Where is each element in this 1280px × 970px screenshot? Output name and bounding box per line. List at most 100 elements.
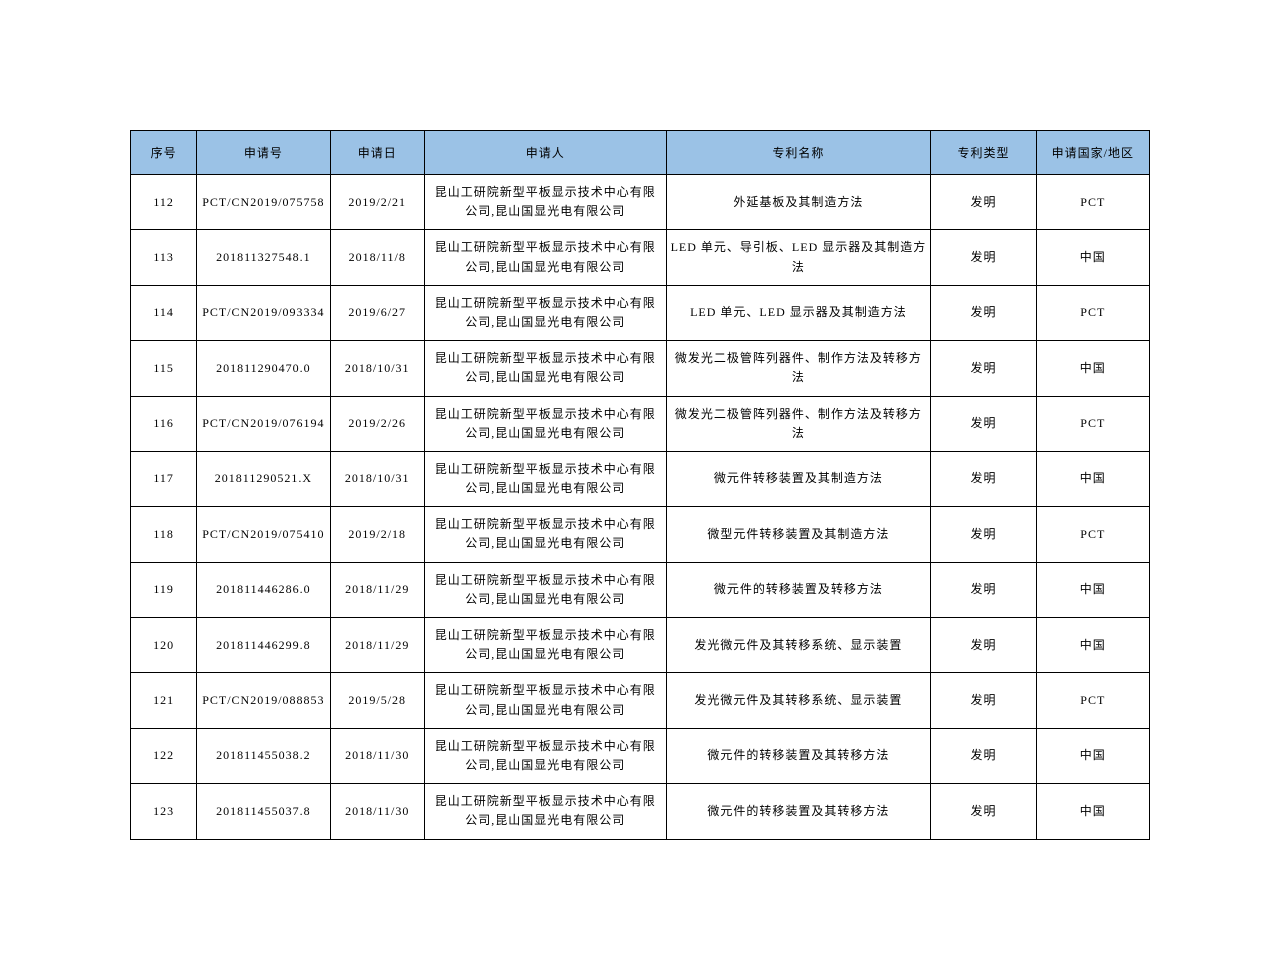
cell-appno: 201811455038.2 [197,728,330,783]
cell-type: 发明 [931,618,1036,673]
cell-type: 发明 [931,673,1036,728]
cell-type: 发明 [931,507,1036,562]
table-row: 122201811455038.22018/11/30昆山工研院新型平板显示技术… [131,728,1150,783]
cell-date: 2019/6/27 [330,285,424,340]
cell-seq: 116 [131,396,197,451]
cell-seq: 121 [131,673,197,728]
cell-applicant: 昆山工研院新型平板显示技术中心有限公司,昆山国显光电有限公司 [424,784,666,839]
cell-applicant: 昆山工研院新型平板显示技术中心有限公司,昆山国显光电有限公司 [424,285,666,340]
cell-country: PCT [1036,396,1149,451]
header-applicant: 申请人 [424,131,666,175]
cell-date: 2019/2/18 [330,507,424,562]
cell-appno: PCT/CN2019/075758 [197,175,330,230]
cell-appno: 201811290521.X [197,451,330,506]
header-type: 专利类型 [931,131,1036,175]
cell-applicant: 昆山工研院新型平板显示技术中心有限公司,昆山国显光电有限公司 [424,451,666,506]
cell-country: 中国 [1036,562,1149,617]
cell-type: 发明 [931,451,1036,506]
cell-country: PCT [1036,285,1149,340]
cell-applicant: 昆山工研院新型平板显示技术中心有限公司,昆山国显光电有限公司 [424,396,666,451]
cell-date: 2018/11/8 [330,230,424,285]
cell-date: 2018/10/31 [330,341,424,396]
table-row: 117201811290521.X2018/10/31昆山工研院新型平板显示技术… [131,451,1150,506]
header-date: 申请日 [330,131,424,175]
table-body: 112PCT/CN2019/0757582019/2/21昆山工研院新型平板显示… [131,175,1150,840]
cell-seq: 115 [131,341,197,396]
table-row: 114PCT/CN2019/0933342019/6/27昆山工研院新型平板显示… [131,285,1150,340]
cell-country: 中国 [1036,341,1149,396]
cell-country: PCT [1036,673,1149,728]
header-appno: 申请号 [197,131,330,175]
cell-applicant: 昆山工研院新型平板显示技术中心有限公司,昆山国显光电有限公司 [424,618,666,673]
cell-name: LED 单元、导引板、LED 显示器及其制造方法 [666,230,931,285]
header-seq: 序号 [131,131,197,175]
cell-appno: PCT/CN2019/076194 [197,396,330,451]
cell-country: PCT [1036,175,1149,230]
cell-seq: 113 [131,230,197,285]
cell-seq: 117 [131,451,197,506]
table-row: 113201811327548.12018/11/8昆山工研院新型平板显示技术中… [131,230,1150,285]
cell-name: 外延基板及其制造方法 [666,175,931,230]
cell-type: 发明 [931,784,1036,839]
cell-appno: PCT/CN2019/093334 [197,285,330,340]
cell-applicant: 昆山工研院新型平板显示技术中心有限公司,昆山国显光电有限公司 [424,673,666,728]
patent-table: 序号 申请号 申请日 申请人 专利名称 专利类型 申请国家/地区 112PCT/… [130,130,1150,840]
cell-applicant: 昆山工研院新型平板显示技术中心有限公司,昆山国显光电有限公司 [424,341,666,396]
cell-seq: 118 [131,507,197,562]
cell-type: 发明 [931,285,1036,340]
cell-country: 中国 [1036,618,1149,673]
cell-seq: 114 [131,285,197,340]
cell-name: 微型元件转移装置及其制造方法 [666,507,931,562]
cell-seq: 123 [131,784,197,839]
cell-name: 微元件的转移装置及其转移方法 [666,784,931,839]
cell-applicant: 昆山工研院新型平板显示技术中心有限公司,昆山国显光电有限公司 [424,230,666,285]
cell-date: 2018/11/29 [330,618,424,673]
cell-appno: 201811446286.0 [197,562,330,617]
cell-appno: 201811455037.8 [197,784,330,839]
cell-date: 2018/10/31 [330,451,424,506]
cell-type: 发明 [931,728,1036,783]
table-row: 118PCT/CN2019/0754102019/2/18昆山工研院新型平板显示… [131,507,1150,562]
cell-date: 2019/5/28 [330,673,424,728]
cell-name: 微元件的转移装置及其转移方法 [666,728,931,783]
cell-country: 中国 [1036,230,1149,285]
cell-type: 发明 [931,396,1036,451]
table-row: 121PCT/CN2019/0888532019/5/28昆山工研院新型平板显示… [131,673,1150,728]
cell-country: 中国 [1036,784,1149,839]
cell-name: 微发光二极管阵列器件、制作方法及转移方法 [666,341,931,396]
table-row: 123201811455037.82018/11/30昆山工研院新型平板显示技术… [131,784,1150,839]
table-row: 116PCT/CN2019/0761942019/2/26昆山工研院新型平板显示… [131,396,1150,451]
table-row: 115201811290470.02018/10/31昆山工研院新型平板显示技术… [131,341,1150,396]
cell-appno: 201811327548.1 [197,230,330,285]
cell-applicant: 昆山工研院新型平板显示技术中心有限公司,昆山国显光电有限公司 [424,728,666,783]
cell-seq: 119 [131,562,197,617]
cell-type: 发明 [931,562,1036,617]
cell-seq: 120 [131,618,197,673]
cell-country: PCT [1036,507,1149,562]
cell-type: 发明 [931,341,1036,396]
table-row: 120201811446299.82018/11/29昆山工研院新型平板显示技术… [131,618,1150,673]
table-row: 119201811446286.02018/11/29昆山工研院新型平板显示技术… [131,562,1150,617]
cell-name: 微发光二极管阵列器件、制作方法及转移方法 [666,396,931,451]
cell-seq: 112 [131,175,197,230]
cell-name: 发光微元件及其转移系统、显示装置 [666,673,931,728]
cell-name: 发光微元件及其转移系统、显示装置 [666,618,931,673]
table-row: 112PCT/CN2019/0757582019/2/21昆山工研院新型平板显示… [131,175,1150,230]
cell-applicant: 昆山工研院新型平板显示技术中心有限公司,昆山国显光电有限公司 [424,175,666,230]
cell-country: 中国 [1036,728,1149,783]
cell-name: LED 单元、LED 显示器及其制造方法 [666,285,931,340]
table-header: 序号 申请号 申请日 申请人 专利名称 专利类型 申请国家/地区 [131,131,1150,175]
cell-date: 2019/2/26 [330,396,424,451]
cell-date: 2018/11/30 [330,784,424,839]
cell-appno: PCT/CN2019/075410 [197,507,330,562]
cell-appno: 201811446299.8 [197,618,330,673]
header-name: 专利名称 [666,131,931,175]
header-country: 申请国家/地区 [1036,131,1149,175]
cell-date: 2018/11/29 [330,562,424,617]
cell-seq: 122 [131,728,197,783]
cell-applicant: 昆山工研院新型平板显示技术中心有限公司,昆山国显光电有限公司 [424,507,666,562]
cell-country: 中国 [1036,451,1149,506]
cell-applicant: 昆山工研院新型平板显示技术中心有限公司,昆山国显光电有限公司 [424,562,666,617]
cell-name: 微元件转移装置及其制造方法 [666,451,931,506]
cell-name: 微元件的转移装置及转移方法 [666,562,931,617]
